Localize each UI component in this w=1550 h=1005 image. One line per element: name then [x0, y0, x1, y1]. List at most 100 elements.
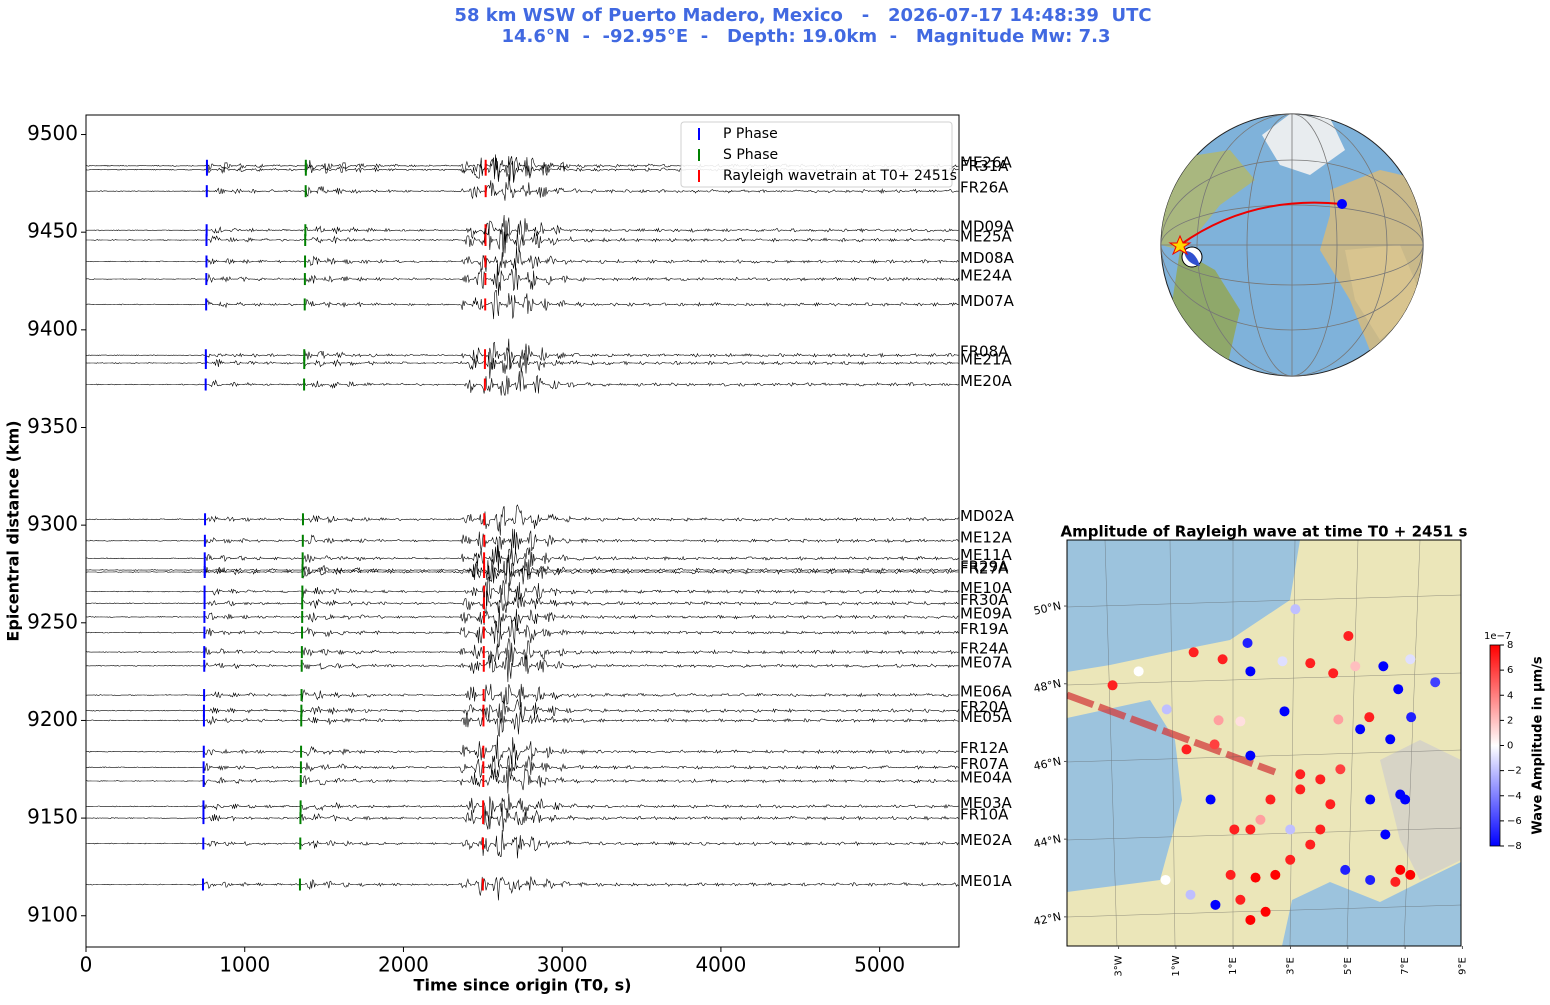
colorbar-label: Wave Amplitude in µm/s	[1531, 656, 1546, 835]
station-marker	[1295, 769, 1306, 780]
map-title: Amplitude of Rayleigh wave at time T0 + …	[1061, 523, 1468, 541]
station-label: ME07A	[960, 653, 1013, 671]
trace	[86, 369, 959, 396]
station-marker	[1405, 869, 1416, 880]
station-label: FR08A	[960, 343, 1009, 361]
station-marker	[1245, 824, 1256, 835]
station-marker	[1315, 824, 1326, 835]
colorbar-tick-label: −4	[1507, 791, 1522, 802]
legend-label: Rayleigh wavetrain at T0+ 2451s	[723, 168, 957, 184]
station-label: ME05A	[960, 708, 1013, 726]
y-tick-label: 9500	[27, 121, 78, 145]
station-marker	[1400, 794, 1411, 805]
station-label: ME11A	[960, 546, 1013, 564]
trace	[86, 504, 959, 536]
station-marker	[1229, 824, 1240, 835]
station-marker	[1277, 656, 1288, 667]
y-tick-label: 9100	[27, 902, 78, 926]
station-marker	[1245, 666, 1256, 677]
colorbar-tick-label: 2	[1507, 715, 1513, 726]
station-marker	[1265, 794, 1276, 805]
station-label: FR20A	[960, 698, 1009, 716]
station-label: FR29A	[960, 558, 1009, 576]
station-marker	[1295, 784, 1306, 795]
station-marker	[1325, 799, 1336, 810]
trace	[86, 876, 959, 901]
trace	[86, 765, 959, 794]
station-marker	[1185, 889, 1196, 900]
station-label: FR30A	[960, 591, 1009, 609]
traces	[86, 154, 959, 901]
station-marker	[1305, 839, 1316, 850]
x-tick-label: 1°E	[1228, 957, 1239, 975]
trace	[86, 793, 959, 822]
y-tick-label: 44°N	[1032, 832, 1062, 850]
station-marker	[1340, 864, 1351, 875]
station-marker	[1343, 630, 1354, 641]
station-marker	[1235, 894, 1246, 905]
trace	[86, 830, 959, 859]
trace	[86, 803, 959, 832]
colorbar-tick-label: 4	[1507, 690, 1513, 701]
stations	[1107, 604, 1441, 925]
station-marker	[1390, 876, 1401, 887]
trace	[86, 545, 959, 572]
colorbar	[1489, 644, 1501, 847]
trace	[86, 638, 959, 665]
x-tick-label: 5000	[854, 953, 905, 977]
station-marker	[1213, 715, 1224, 726]
x-axis-label: Time since origin (T0, s)	[414, 976, 632, 995]
station-label: ME03A	[960, 794, 1013, 812]
trace	[86, 290, 959, 320]
station-marker	[1255, 814, 1266, 825]
station-marker	[1430, 677, 1441, 688]
map-background	[1067, 540, 1461, 946]
station-marker	[1225, 869, 1236, 880]
x-tick-label: 1°W	[1171, 955, 1182, 976]
station-label: ME02A	[960, 831, 1013, 849]
trace	[86, 576, 959, 607]
station-marker	[1305, 658, 1316, 669]
station-marker	[1328, 668, 1339, 679]
station-label: MD07A	[960, 292, 1015, 310]
trace	[86, 555, 959, 586]
station-label: ME01A	[960, 872, 1013, 890]
station-label: FR19A	[960, 620, 1009, 638]
station-marker	[1385, 734, 1396, 745]
station-label: ME04A	[960, 768, 1013, 786]
trace	[86, 174, 959, 201]
station-label: ME12A	[960, 528, 1013, 546]
colorbar-tick-label: −6	[1507, 816, 1522, 827]
legend-box	[680, 121, 953, 188]
station-marker	[1335, 764, 1346, 775]
station-label: FR27A	[960, 560, 1009, 578]
station-label: ME10A	[960, 579, 1013, 597]
map-frame	[1066, 539, 1462, 947]
station-marker	[1242, 637, 1253, 648]
y-tick-label: 50°N	[1032, 599, 1062, 617]
y-tick-label: 9200	[27, 707, 78, 731]
station-marker	[1378, 661, 1389, 672]
x-tick-label: 3°W	[1114, 955, 1125, 976]
station-marker	[1133, 666, 1144, 677]
station-marker	[1290, 604, 1301, 615]
station-marker	[1279, 706, 1290, 717]
y-tick-label: 9250	[27, 609, 78, 633]
trace	[86, 246, 959, 276]
station-marker	[1205, 794, 1216, 805]
station-marker	[1217, 654, 1228, 665]
station-label: ME26A	[960, 153, 1013, 171]
trace	[86, 228, 959, 257]
station-marker	[1285, 854, 1296, 865]
station-marker	[1364, 712, 1375, 723]
colorbar-tick-label: 0	[1507, 741, 1513, 752]
trace	[86, 528, 959, 558]
station-marker	[1181, 744, 1192, 755]
station-marker	[1365, 874, 1376, 885]
globe	[1160, 113, 1424, 377]
station-marker	[1107, 680, 1118, 691]
station-marker	[1160, 874, 1171, 885]
trace	[86, 618, 959, 648]
station-label: FR07A	[960, 755, 1009, 773]
y-tick-label: 42°N	[1032, 910, 1062, 928]
